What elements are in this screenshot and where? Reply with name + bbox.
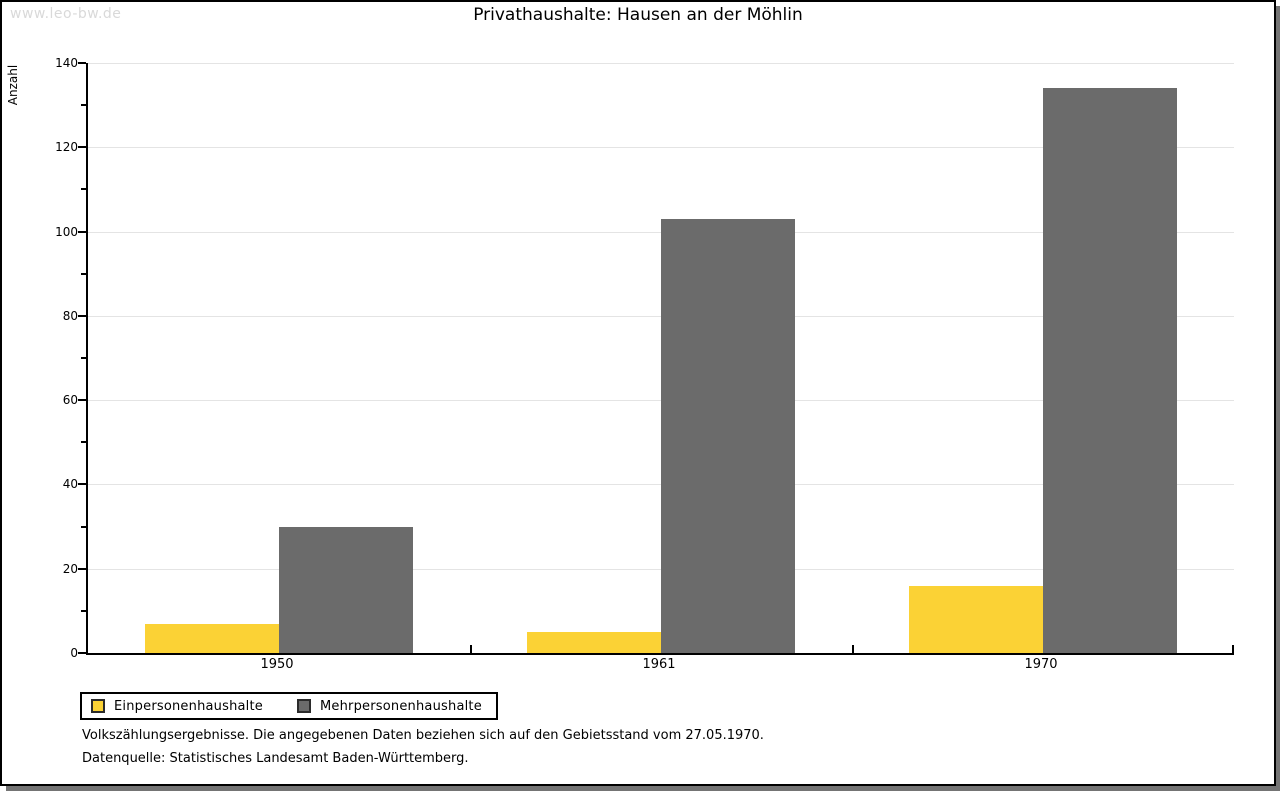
x-tick-label: 1970 — [1024, 657, 1058, 672]
y-tick-label: 140 — [55, 56, 78, 70]
x-tick-label: 1961 — [642, 657, 676, 672]
y-minor-tick — [81, 609, 86, 612]
y-minor-tick — [81, 272, 86, 275]
y-minor-tick — [81, 104, 86, 107]
chart-title: Privathaushalte: Hausen an der Möhlin — [473, 5, 803, 25]
gridline — [88, 63, 1234, 64]
y-major-tick — [78, 483, 86, 486]
x-tick-label: 1950 — [260, 657, 294, 672]
bar-einpersonenhaushalte-1961 — [527, 631, 661, 653]
footnote-census: Volkszählungsergebnisse. Die angegebenen… — [82, 728, 764, 743]
y-major-tick — [78, 314, 86, 317]
x-axis-tick-labels: 1950 1961 1970 — [86, 657, 1232, 675]
y-major-tick — [78, 399, 86, 402]
bar-mehrpersonenhaushalte-1970 — [1043, 88, 1177, 653]
legend-item-einpersonen: Einpersonenhaushalte — [91, 699, 263, 714]
legend-swatch-mehrpersonen-icon — [297, 699, 311, 713]
y-major-tick — [78, 652, 86, 654]
footnote-source: Datenquelle: Statistisches Landesamt Bad… — [82, 751, 469, 766]
y-minor-tick — [81, 441, 86, 444]
y-major-tick — [78, 567, 86, 570]
y-tick-label: 40 — [62, 477, 78, 492]
y-tick-label: 100 — [55, 224, 78, 239]
y-minor-tick — [81, 525, 86, 528]
y-axis-tick-labels: 0 20 40 60 80 100 120 140 — [2, 56, 78, 660]
legend: Einpersonenhaushalte Mehrpersonenhaushal… — [80, 692, 498, 720]
y-minor-tick — [81, 188, 86, 191]
x-boundary-tick — [1232, 645, 1234, 653]
y-major-tick — [78, 146, 86, 149]
x-boundary-tick — [470, 645, 472, 653]
y-tick-label: 0 — [70, 646, 78, 660]
legend-label-mehrpersonen: Mehrpersonenhaushalte — [320, 698, 482, 714]
legend-label-einpersonen: Einpersonenhaushalte — [114, 698, 263, 714]
y-minor-tick — [81, 357, 86, 359]
plot-area — [78, 62, 1234, 655]
legend-swatch-einpersonen-icon — [91, 699, 105, 713]
bar-einpersonenhaushalte-1970 — [909, 585, 1043, 653]
y-major-tick — [78, 62, 86, 64]
y-tick-label: 120 — [55, 140, 78, 155]
y-tick-label: 80 — [62, 308, 78, 323]
y-tick-label: 60 — [62, 393, 78, 408]
gridline — [88, 147, 1234, 149]
watermark: www.leo-bw.de — [10, 6, 122, 22]
y-major-tick — [78, 230, 86, 233]
x-boundary-tick — [852, 645, 854, 653]
bar-mehrpersonenhaushalte-1950 — [279, 526, 413, 653]
bar-mehrpersonenhaushalte-1961 — [661, 218, 795, 653]
bar-einpersonenhaushalte-1950 — [145, 623, 279, 653]
y-tick-label: 20 — [62, 561, 78, 576]
legend-item-mehrpersonen: Mehrpersonenhaushalte — [297, 699, 482, 714]
